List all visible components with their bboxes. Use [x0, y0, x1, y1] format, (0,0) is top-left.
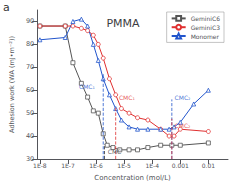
svg-text:Monomer: Monomer [191, 33, 220, 40]
svg-text:1E-5: 1E-5 [117, 162, 131, 169]
svg-text:a: a [3, 1, 10, 14]
svg-text:0.01: 0.01 [202, 162, 216, 169]
svg-text:0.001: 0.001 [172, 162, 189, 169]
svg-text:90: 90 [26, 17, 34, 25]
svg-text:50: 50 [26, 109, 34, 117]
svg-text:CMC₁: CMC₁ [79, 83, 96, 90]
svg-text:80: 80 [26, 40, 34, 48]
svg-text:60: 60 [26, 86, 34, 94]
svg-text:1E-8: 1E-8 [33, 162, 47, 169]
svg-text:Concentration (mol/L): Concentration (mol/L) [94, 174, 171, 182]
svg-text:1E-7: 1E-7 [61, 162, 75, 169]
svg-text:1E-6: 1E-6 [89, 162, 103, 169]
svg-text:70: 70 [26, 63, 34, 71]
svg-text:CMC: CMC [108, 148, 122, 155]
svg-text:Adhesion work (WA (mJ•m⁻²)): Adhesion work (WA (mJ•m⁻²)) [8, 36, 16, 133]
svg-text:CMC₂: CMC₂ [175, 122, 192, 129]
svg-text:40: 40 [26, 132, 34, 140]
svg-text:CMC₂: CMC₂ [175, 94, 192, 101]
svg-text:30: 30 [25, 155, 35, 163]
svg-text:PMMA: PMMA [106, 17, 140, 30]
svg-text:CMC₁: CMC₁ [119, 94, 136, 101]
svg-text:GeminiC6: GeminiC6 [191, 15, 221, 22]
svg-text:GeminiC3: GeminiC3 [191, 24, 221, 31]
svg-text:1E-4: 1E-4 [145, 162, 159, 169]
